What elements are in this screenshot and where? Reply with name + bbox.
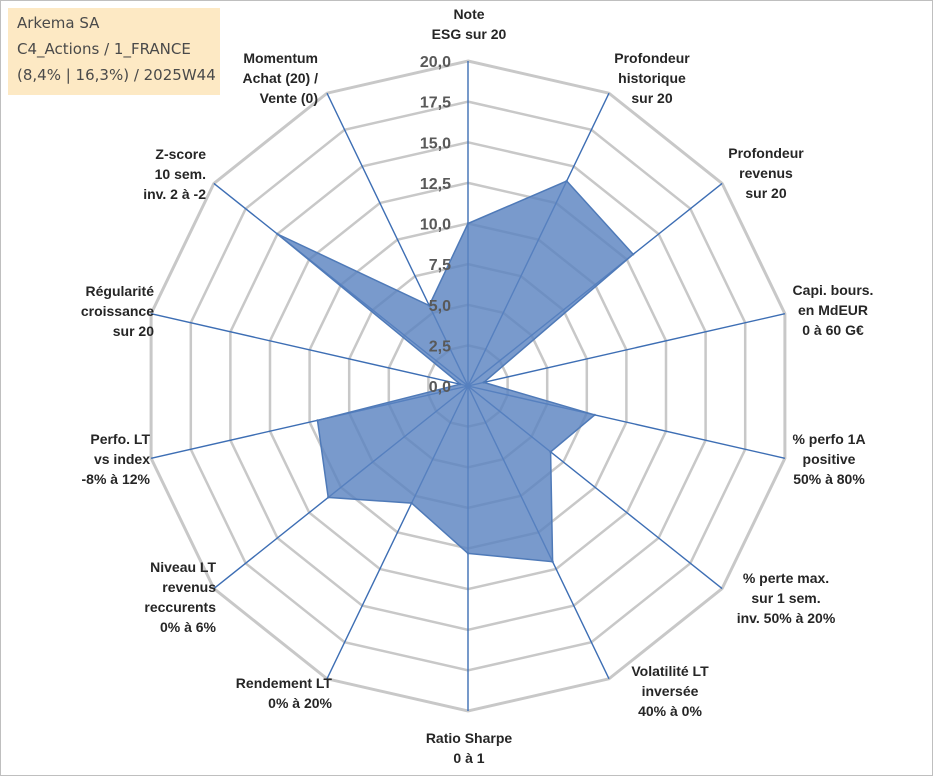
axis-label-2-line-1: revenus [739, 165, 793, 181]
tick-label-8: 20,0 [420, 54, 451, 71]
tick-label-7: 17,5 [420, 95, 451, 112]
axis-label-2-line-2: sur 20 [745, 185, 786, 201]
data-point-7 [466, 552, 470, 555]
axis-label-11-line-2: sur 20 [113, 323, 154, 339]
axis-label-12-line-1: 10 sem. [155, 166, 206, 182]
axis-label-7-line-1: 0 à 1 [453, 750, 484, 766]
axis-label-13-line-1: Achat (20) / [243, 70, 319, 86]
axis-label-1-line-0: Profondeur [614, 50, 690, 66]
axis-label-3-line-0: Capi. bours. [793, 282, 874, 298]
axis-label-4-line-0: % perfo 1A [792, 431, 865, 447]
axis-label-4-line-2: 50% à 80% [793, 471, 865, 487]
axis-label-6-line-0: Volatilité LT [631, 663, 709, 679]
axis-label-13: Momentum Achat (20) / Vente (0) [243, 50, 319, 106]
axis-label-3-line-1: en MdEUR [798, 302, 868, 318]
axis-label-3: Capi. bours. en MdEUR 0 à 60 G€ [793, 282, 874, 338]
axis-label-7-line-0: Ratio Sharpe [426, 730, 513, 746]
axis-label-1-line-2: sur 20 [631, 90, 672, 106]
axis-label-8-line-0: Rendement LT [236, 675, 333, 691]
axis-label-7: Ratio Sharpe 0 à 1 [426, 730, 513, 766]
tick-label-5: 12,5 [420, 176, 451, 193]
axis-label-8-line-1: 0% à 20% [268, 695, 332, 711]
radar-series [276, 179, 635, 563]
axis-label-6-line-2: 40% à 0% [638, 703, 702, 719]
axis-label-10-line-1: vs index [94, 451, 150, 467]
axis-spoke-11 [150, 313, 469, 387]
axis-label-10: Perfo. LT vs index -8% à 12% [82, 431, 151, 487]
data-point-3 [482, 381, 485, 384]
data-point-13 [428, 304, 431, 307]
data-point-12 [276, 232, 279, 236]
axis-label-9-line-3: 0% à 6% [160, 619, 217, 635]
tick-label-1: 2,5 [429, 338, 451, 355]
axis-label-13-line-2: Vente (0) [260, 90, 318, 106]
axis-label-4-line-1: positive [803, 451, 856, 467]
data-point-0 [466, 222, 470, 225]
axis-labels: Note ESG sur 20 Profondeur historique sur 20… [81, 6, 874, 766]
company-name: Arkema SA [17, 14, 100, 32]
tick-label-0: 0,0 [429, 379, 451, 396]
axis-label-11: Régularité croissance sur 20 [81, 283, 154, 339]
axis-label-5-line-2: inv. 50% à 20% [737, 610, 836, 626]
data-point-1 [565, 179, 568, 183]
axis-label-9: Niveau LT revenus reccurents 0% à 6% [144, 559, 216, 635]
axis-label-12-line-0: Z-score [155, 146, 206, 162]
data-point-6 [551, 560, 554, 563]
data-point-4 [593, 413, 596, 417]
axis-label-1: Profondeur historique sur 20 [614, 50, 690, 106]
radial-tick-labels: 0,0 2,5 5,0 7,5 10,0 12,5 15,0 17,5 20,0 [420, 54, 451, 396]
axis-label-6: Volatilité LT inversée 40% à 0% [631, 663, 709, 719]
axis-label-13-line-0: Momentum [243, 50, 318, 66]
data-area [276, 180, 635, 563]
axis-label-6-line-1: inversée [642, 683, 699, 699]
axis-label-9-line-2: reccurents [144, 599, 216, 615]
axis-label-0: Note ESG sur 20 [432, 6, 507, 42]
tick-label-4: 10,0 [420, 217, 451, 234]
axis-label-11-line-0: Régularité [86, 283, 155, 299]
axis-label-9-line-1: revenus [162, 579, 216, 595]
axis-label-12-line-2: inv. 2 à -2 [143, 186, 206, 202]
axis-label-3-line-2: 0 à 60 G€ [802, 322, 864, 338]
axis-label-12: Z-score 10 sem. inv. 2 à -2 [143, 146, 206, 202]
axis-label-11-line-1: croissance [81, 303, 154, 319]
tick-label-3: 7,5 [429, 257, 451, 274]
axis-label-5-line-0: % perte max. [743, 570, 829, 586]
axis-label-10-line-0: Perfo. LT [90, 431, 150, 447]
axis-label-0-line-0: Note [453, 6, 484, 22]
axis-label-1-line-1: historique [618, 70, 686, 86]
chart-title-box: Arkema SA C4_Actions / 1_FRANCE (8,4% | … [8, 8, 220, 95]
axis-label-8: Rendement LT 0% à 20% [236, 675, 333, 711]
axis-label-9-line-0: Niveau LT [150, 559, 216, 575]
axis-label-10-line-2: -8% à 12% [82, 471, 151, 487]
data-point-11 [458, 383, 462, 386]
portfolio-label: C4_Actions / 1_FRANCE [17, 40, 191, 58]
tick-label-2: 5,0 [429, 298, 451, 315]
data-point-2 [632, 253, 635, 256]
tick-label-6: 15,0 [420, 135, 451, 152]
data-point-5 [549, 450, 552, 454]
axis-spoke-3 [467, 313, 786, 387]
axis-label-2-line-0: Profondeur [728, 145, 804, 161]
data-point-8 [410, 501, 413, 505]
axis-label-5-line-1: sur 1 sem. [751, 590, 820, 606]
data-point-10 [316, 419, 319, 422]
axis-label-0-line-1: ESG sur 20 [432, 26, 507, 42]
performance-period: (8,4% | 16,3%) / 2025W44 [17, 66, 216, 84]
data-point-9 [327, 496, 330, 499]
axis-label-5: % perte max. sur 1 sem. inv. 50% à 20% [737, 570, 836, 626]
axis-label-4: % perfo 1A positive 50% à 80% [792, 431, 865, 487]
axis-label-2: Profondeur revenus sur 20 [728, 145, 804, 201]
